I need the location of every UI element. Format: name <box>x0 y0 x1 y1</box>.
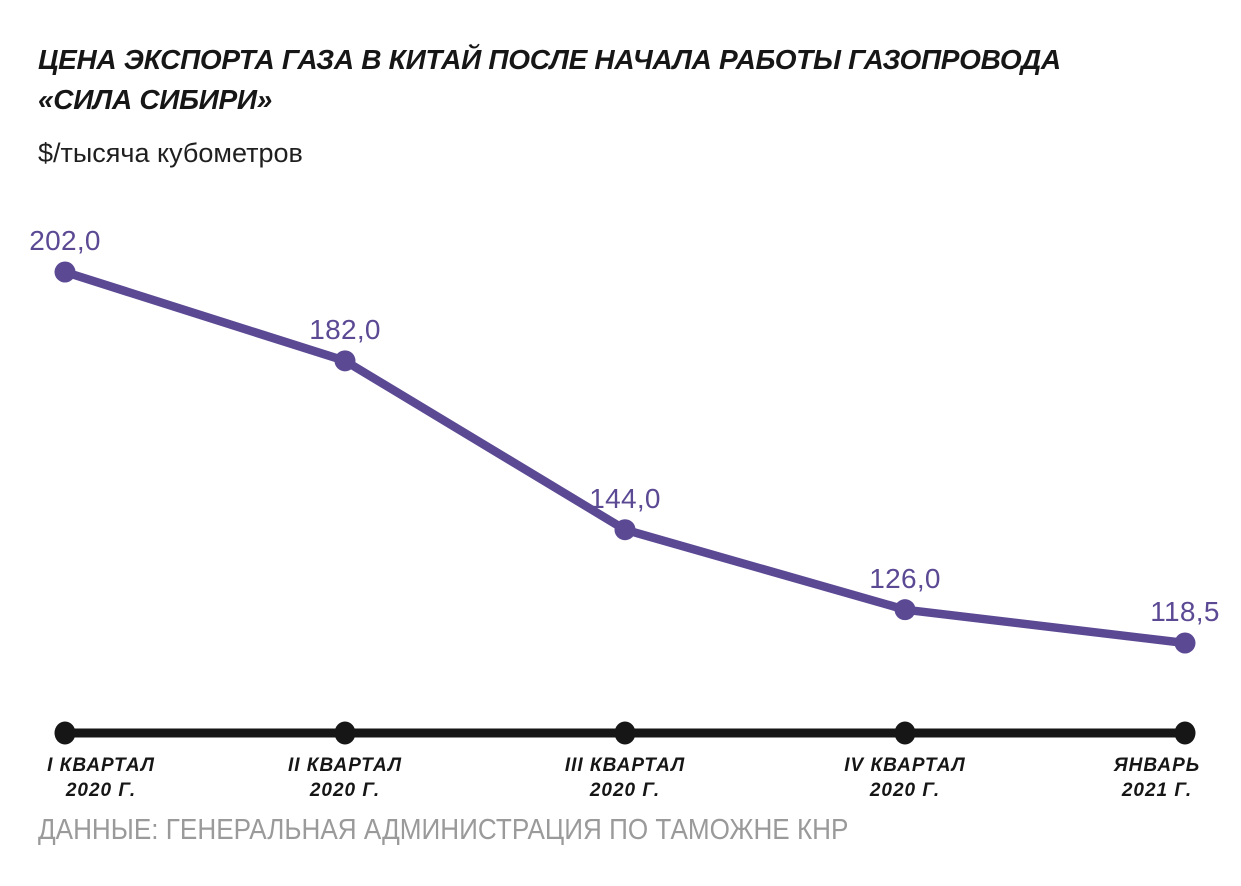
x-axis-tick-label-line: 2021 Г. <box>1121 780 1193 801</box>
x-axis-tick-label: ЯНВАРЬ 2021 Г. <box>1114 753 1200 803</box>
x-axis-tick-label-line: 2020 Г. <box>869 780 941 801</box>
chart-title-line2: «СИЛА СИБИРИ» <box>38 84 272 115</box>
x-axis-tick-dot <box>894 721 916 745</box>
data-point-marker <box>614 519 636 541</box>
chart-title: ЦЕНА ЭКСПОРТА ГАЗА В КИТАЙ ПОСЛЕ НАЧАЛА … <box>38 40 1178 120</box>
data-point-marker <box>334 350 356 372</box>
x-axis-tick-label: III КВАРТАЛ 2020 Г. <box>565 753 685 803</box>
x-axis-tick-label-line: I КВАРТАЛ <box>47 755 155 776</box>
x-axis-tick-label-line: III КВАРТАЛ <box>564 755 686 776</box>
value-label: 144,0 <box>589 482 661 514</box>
value-label: 202,0 <box>29 225 101 256</box>
x-axis-tick-label: IV КВАРТАЛ 2020 Г. <box>844 753 965 803</box>
x-axis-tick-label-line: II КВАРТАЛ <box>287 755 403 776</box>
x-axis-tick-dot <box>1174 721 1196 745</box>
x-axis-tick-label: II КВАРТАЛ 2020 Г. <box>288 753 402 803</box>
x-axis-tick-label: I КВАРТАЛ 2020 Г. <box>47 753 155 803</box>
x-axis-tick-label-line: 2020 Г. <box>589 780 661 801</box>
value-label: 118,5 <box>1150 595 1220 627</box>
source-note: ДАННЫЕ: ГЕНЕРАЛЬНАЯ АДМИНИСТРАЦИЯ ПО ТАМ… <box>38 814 849 846</box>
y-axis-unit-label: $/тысяча кубометров <box>38 138 303 168</box>
chart-title-line1: ЦЕНА ЭКСПОРТА ГАЗА В КИТАЙ ПОСЛЕ НАЧАЛА … <box>38 44 1061 75</box>
data-point-marker <box>894 599 916 621</box>
x-axis-tick-dot <box>54 721 76 745</box>
x-axis-tick-dot <box>334 721 356 745</box>
value-label: 182,0 <box>309 313 381 345</box>
series-line <box>63 267 1186 648</box>
data-point-marker <box>54 261 76 283</box>
x-axis-tick-label-line: 2020 Г. <box>65 780 137 801</box>
x-axis-tick-label-line: IV КВАРТАЛ <box>844 755 966 776</box>
value-label: 126,0 <box>869 562 941 594</box>
data-point-marker <box>1174 632 1196 654</box>
x-axis-tick-label-line: 2020 Г. <box>309 780 381 801</box>
x-axis-tick-label-line: ЯНВАРЬ <box>1113 755 1201 776</box>
x-axis-tick-dot <box>614 721 636 745</box>
